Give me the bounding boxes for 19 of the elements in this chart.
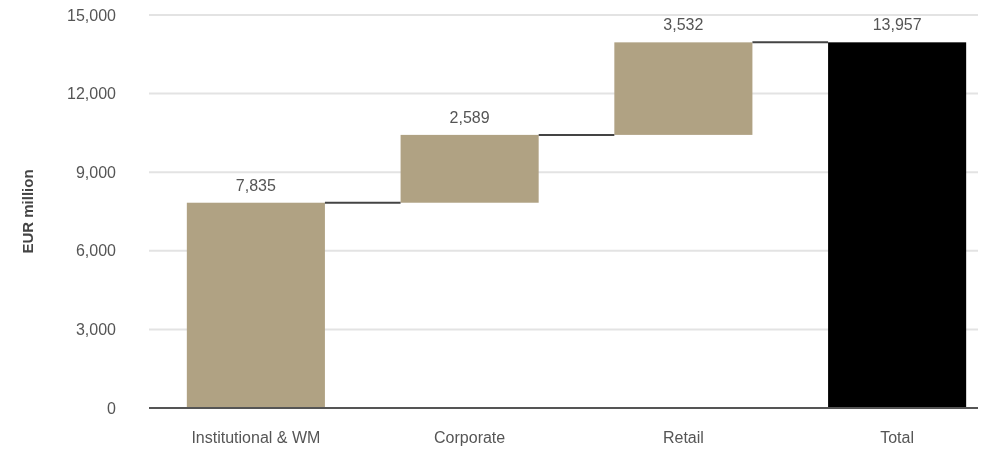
x-tick-label: Total [880, 428, 915, 446]
bar [828, 42, 967, 408]
data-label: 13,957 [872, 16, 922, 34]
bar [400, 134, 539, 203]
y-tick-label: 6,000 [75, 242, 117, 260]
data-label: 3,532 [663, 16, 704, 34]
x-tick-label: Corporate [434, 428, 506, 446]
y-tick-label: 9,000 [75, 163, 117, 181]
y-tick-label: 15,000 [67, 6, 117, 24]
x-tick-label: Retail [662, 428, 704, 446]
y-tick-label: 12,000 [67, 85, 117, 103]
y-tick-label: 0 [107, 399, 117, 417]
y-axis-title: EUR million [19, 169, 37, 254]
y-tick-label: 3,000 [75, 321, 117, 338]
bar [186, 202, 325, 408]
bar [614, 42, 753, 135]
x-tick-label: Institutional & WM [191, 428, 321, 446]
data-label: 2,589 [449, 108, 490, 126]
data-label: 7,835 [235, 176, 276, 194]
